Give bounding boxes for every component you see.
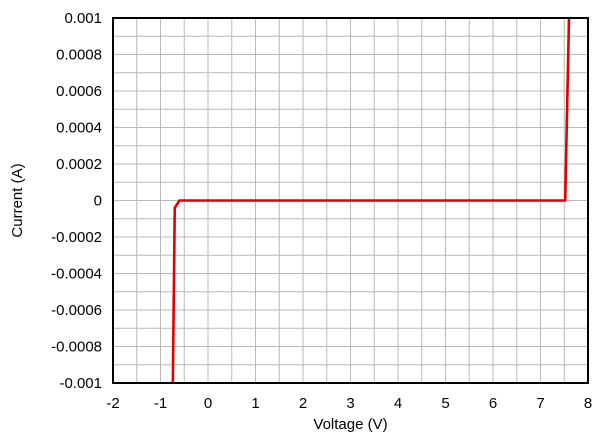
- x-tick-label: 4: [394, 395, 402, 412]
- x-tick-labels: -2 -1 0 1 2 3 4 5 6 7 8: [106, 395, 592, 412]
- x-tick-label: 8: [584, 395, 592, 412]
- y-tick-label: 0.0002: [56, 156, 102, 173]
- x-tick-label: 0: [204, 395, 212, 412]
- y-tick-label: -0.0004: [51, 266, 102, 283]
- x-tick-label: 7: [536, 395, 544, 412]
- y-tick-label: 0.0004: [56, 120, 102, 137]
- x-tick-label: 5: [441, 395, 449, 412]
- x-tick-label: 2: [299, 395, 307, 412]
- x-tick-label: -1: [154, 395, 167, 412]
- plot-frame: [112, 17, 589, 384]
- y-tick-label: 0.0008: [56, 47, 102, 64]
- y-tick-label: 0: [94, 193, 102, 210]
- y-tick-label: -0.0008: [51, 339, 102, 356]
- series-line-0: [171, 17, 571, 384]
- x-tick-label: 6: [489, 395, 497, 412]
- y-tick-labels: -0.001 -0.0008 -0.0006 -0.0004 -0.0002 0 0.000…: [51, 10, 102, 392]
- x-tick-label: -2: [106, 395, 119, 412]
- x-axis-title: Voltage (V): [313, 416, 387, 433]
- y-tick-label: 0.0006: [56, 83, 102, 100]
- y-tick-label: -0.0002: [51, 229, 102, 246]
- series-layer: [171, 17, 571, 384]
- y-tick-label: -0.001: [59, 375, 102, 392]
- y-tick-label: -0.0006: [51, 302, 102, 319]
- x-tick-label: 3: [346, 395, 354, 412]
- y-tick-label: 0.001: [64, 10, 102, 27]
- x-tick-label: 1: [251, 395, 259, 412]
- y-axis-title: Current (A): [9, 163, 26, 237]
